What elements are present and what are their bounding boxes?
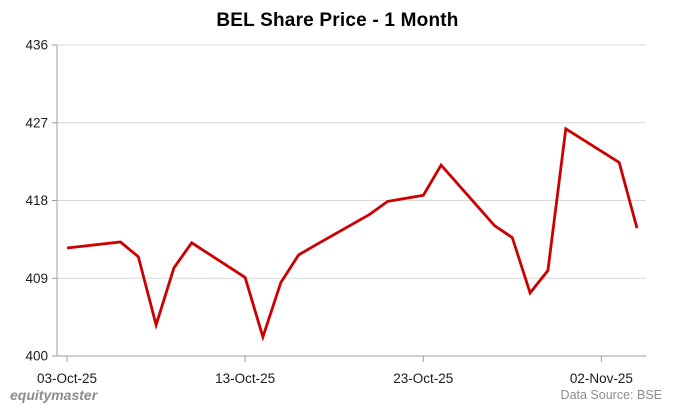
x-axis-label: 23-Oct-25 [393,371,453,386]
x-axis-label: 02-Nov-25 [570,371,633,386]
x-axis-label: 13-Oct-25 [215,371,275,386]
price-line [66,126,639,342]
x-axis-label: 03-Oct-25 [37,371,97,386]
y-axis-label: 409 [25,271,48,286]
chart-title: BEL Share Price - 1 Month [216,10,459,31]
y-axis-label: 418 [25,193,48,208]
equitymaster-logo: equitymaster [10,387,98,403]
data-source-label: Data Source: BSE [560,388,662,402]
y-axis-label: 400 [25,349,48,364]
y-axis-label: 427 [25,115,48,130]
y-axis-label: 436 [25,38,48,53]
